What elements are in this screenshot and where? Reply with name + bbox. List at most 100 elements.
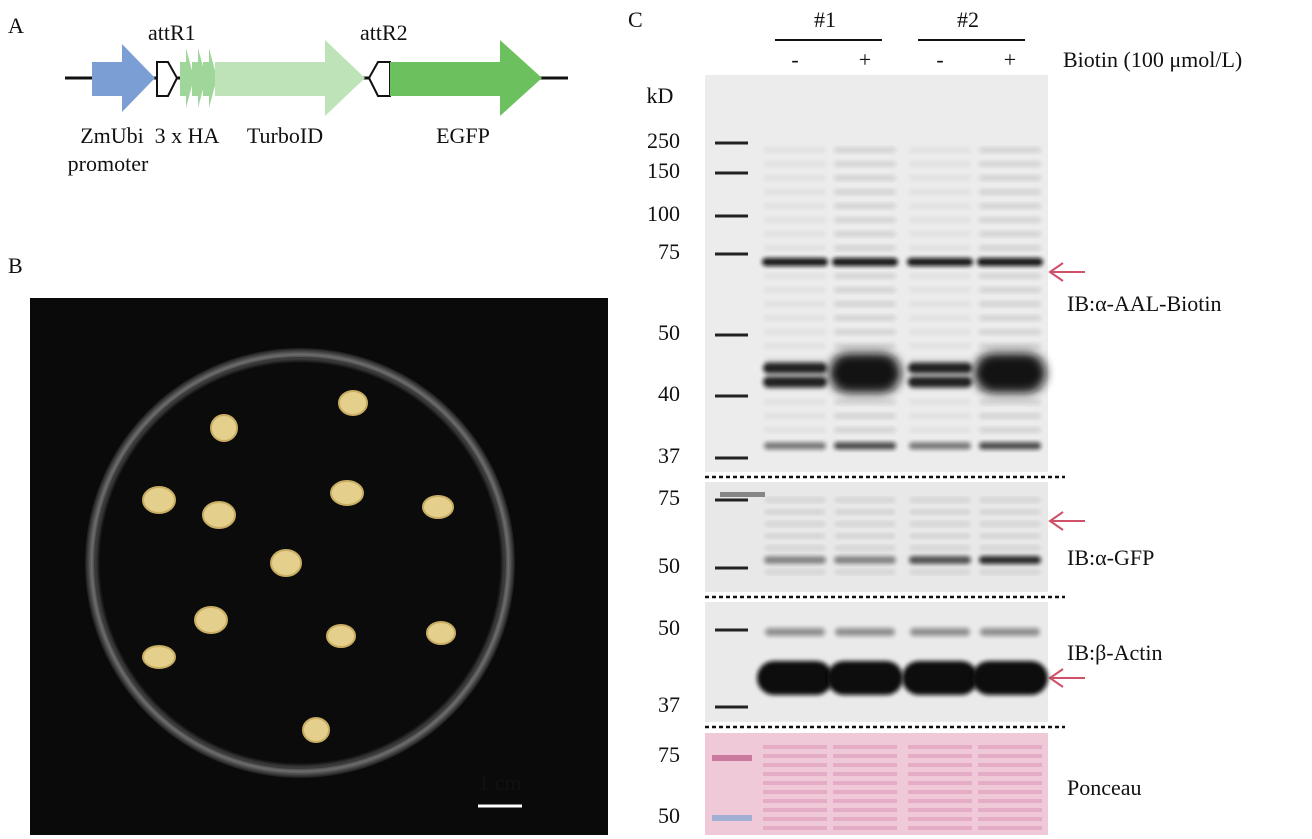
element-label: ZmUbi [80,123,144,148]
scale-bar-label: 1 cm [478,770,521,795]
band [909,287,971,293]
band [764,357,826,363]
callus [142,486,176,514]
group-label: #2 [957,7,979,32]
band [979,556,1041,564]
ponceau-band [763,808,827,812]
band [909,273,971,279]
ponceau-band [978,808,1042,812]
band [979,273,1041,279]
marker-label: 37 [658,443,680,468]
ponceau-band [908,781,972,785]
treatment-label: Biotin (100 μmol/L) [1063,47,1242,72]
band [980,522,1040,526]
callus [302,717,330,743]
ponceau-band [833,826,897,830]
element-label: promoter [68,151,149,176]
band [979,161,1041,167]
attr2-chevron [367,61,391,97]
band [764,217,826,223]
marker-label: 50 [658,615,680,640]
band [764,427,826,433]
marker-lane [720,492,765,497]
ponceau-band [833,763,897,767]
ponceau-band [978,745,1042,749]
band [909,357,971,363]
attr1-chevron [156,61,179,97]
band [979,427,1041,433]
element-label: 3 x HA [155,123,220,148]
arrow-head [1048,511,1064,531]
marker-label: 250 [647,128,680,153]
band [909,442,971,450]
band [835,510,895,514]
callus [338,390,368,416]
ponceau-band [833,754,897,758]
blot-label: IB:α-AAL-Biotin [1067,291,1222,316]
band [979,413,1041,419]
marker-label: 50 [658,553,680,578]
band [764,399,826,405]
band [910,498,970,502]
band [834,203,896,209]
callus [326,624,356,648]
band [834,189,896,195]
element-label: TurboID [247,123,323,148]
band [909,427,971,433]
band [909,413,971,419]
band [980,570,1040,574]
band [909,217,971,223]
treatment: - [791,47,798,72]
ponceau-band [763,754,827,758]
marker-label: 75 [658,239,680,264]
band [979,231,1041,237]
band [979,343,1041,349]
band [832,258,898,266]
band [765,522,825,526]
callus [210,414,238,442]
blot [705,733,1048,835]
band [764,203,826,209]
band [834,343,896,349]
band [910,522,970,526]
dish-rim [94,357,506,769]
band [979,245,1041,251]
band [979,287,1041,293]
band [764,442,826,450]
ponceau-band [763,772,827,776]
ponceau-band [763,763,827,767]
band [764,189,826,195]
band [764,273,826,279]
ponceau-band [763,790,827,794]
band [834,301,896,307]
band [974,353,1046,393]
band [834,217,896,223]
ponceau-band [978,826,1042,830]
callus [270,549,302,577]
band [829,353,901,393]
att-site: attR2 [360,20,408,45]
turboid-arrow [215,40,365,116]
band [909,147,971,153]
band [909,203,971,209]
band [910,510,970,514]
band [835,628,895,636]
ponceau-band [908,754,972,758]
band [764,343,826,349]
band [834,442,896,450]
marker-label: 150 [647,158,680,183]
band [834,556,896,564]
blot-label: IB:α-GFP [1067,545,1154,570]
band [980,510,1040,514]
ponceau-marker [712,755,752,761]
band [834,147,896,153]
band [834,175,896,181]
band [834,413,896,419]
ponceau-band [908,817,972,821]
band [835,534,895,538]
egfp-arrow [390,40,542,116]
marker-label: 37 [658,692,680,717]
marker-unit: kD [647,83,674,108]
band [764,556,826,564]
band [909,175,971,181]
